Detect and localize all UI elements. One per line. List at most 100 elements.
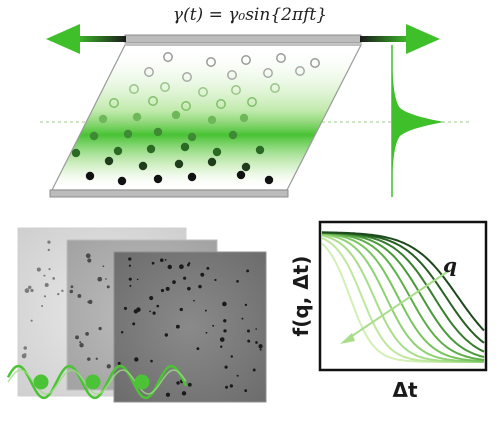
particle bbox=[276, 53, 286, 63]
speckle bbox=[258, 344, 263, 349]
speckle bbox=[87, 300, 90, 304]
speckle bbox=[229, 384, 234, 388]
speckle bbox=[186, 263, 190, 267]
speckle bbox=[36, 267, 41, 272]
speckle bbox=[77, 294, 82, 298]
speckle bbox=[259, 348, 262, 351]
speckle bbox=[236, 374, 239, 377]
speckle bbox=[87, 258, 92, 263]
speckle bbox=[219, 337, 225, 342]
speckle bbox=[48, 267, 51, 271]
speckle bbox=[187, 382, 192, 387]
speckle bbox=[244, 389, 248, 393]
particle bbox=[236, 170, 246, 180]
speckle bbox=[160, 258, 164, 262]
speckle bbox=[30, 319, 33, 322]
q-arrow-shaft bbox=[345, 269, 451, 341]
speckle bbox=[79, 343, 84, 348]
speckle bbox=[129, 284, 132, 287]
speckle bbox=[200, 272, 205, 277]
speckle bbox=[70, 285, 74, 289]
particle bbox=[207, 115, 217, 125]
speckle bbox=[220, 345, 223, 348]
particle bbox=[216, 99, 226, 109]
speckle bbox=[223, 329, 227, 333]
particle bbox=[104, 156, 114, 166]
particle bbox=[206, 57, 216, 67]
speckle bbox=[198, 284, 202, 289]
speckle bbox=[43, 295, 47, 298]
speckle bbox=[164, 259, 167, 261]
particle bbox=[264, 175, 274, 185]
gaussian-profile-icon bbox=[392, 45, 444, 197]
speckle bbox=[128, 257, 132, 261]
correlation-curve bbox=[321, 231, 485, 332]
speckle bbox=[179, 307, 183, 312]
speckle bbox=[246, 329, 250, 333]
particle bbox=[187, 172, 197, 182]
speckle bbox=[134, 357, 139, 362]
speckle bbox=[205, 331, 208, 334]
speckle bbox=[43, 274, 46, 277]
speckle bbox=[255, 341, 258, 344]
speckle bbox=[120, 330, 124, 334]
particle bbox=[89, 131, 99, 141]
particle bbox=[132, 112, 142, 122]
speckle bbox=[223, 319, 227, 323]
speckle bbox=[156, 304, 160, 308]
speckle bbox=[150, 359, 153, 363]
particle bbox=[109, 98, 119, 108]
speckle bbox=[225, 385, 229, 389]
particle bbox=[163, 52, 173, 62]
particle bbox=[239, 113, 249, 123]
speckle bbox=[79, 341, 82, 344]
speckle bbox=[151, 261, 155, 265]
oscillating-particle-1 bbox=[33, 374, 49, 390]
speckle bbox=[160, 288, 165, 293]
particle bbox=[174, 159, 184, 169]
q-arrow-head bbox=[340, 333, 355, 344]
speckle bbox=[230, 355, 234, 358]
particle bbox=[117, 176, 127, 186]
particle bbox=[181, 101, 191, 111]
speckle bbox=[136, 278, 139, 281]
speckle bbox=[244, 303, 248, 307]
speckle bbox=[172, 280, 176, 284]
speckle bbox=[23, 346, 27, 350]
speckle bbox=[87, 357, 91, 361]
oscillating-particle-3 bbox=[134, 374, 150, 390]
particle bbox=[295, 66, 305, 76]
sinusoidal-wave-icon bbox=[6, 364, 188, 400]
speckle bbox=[224, 365, 228, 369]
particle bbox=[231, 85, 241, 95]
speckle bbox=[57, 292, 60, 296]
particle bbox=[98, 114, 108, 124]
speckle bbox=[106, 364, 111, 369]
speckle bbox=[47, 240, 51, 244]
speckle bbox=[44, 283, 49, 288]
speckle bbox=[175, 324, 180, 329]
correlation-curves bbox=[321, 231, 485, 363]
speckle bbox=[196, 347, 200, 351]
speckle bbox=[179, 264, 184, 270]
speckle bbox=[97, 276, 103, 282]
speckle bbox=[246, 269, 250, 273]
speckle bbox=[212, 324, 215, 327]
speckle bbox=[106, 285, 110, 289]
speckle bbox=[128, 277, 132, 281]
particle bbox=[255, 145, 265, 155]
particle bbox=[241, 55, 251, 65]
speckle bbox=[61, 289, 64, 292]
speckle bbox=[241, 317, 244, 320]
shear-equation: γ(t) = γ₀sin{2πft} bbox=[173, 5, 327, 25]
speckle bbox=[222, 301, 227, 307]
speckle bbox=[165, 286, 170, 291]
particle bbox=[270, 83, 280, 93]
speckle bbox=[69, 289, 74, 294]
speckle bbox=[193, 299, 195, 302]
speckle bbox=[30, 288, 34, 293]
speckle bbox=[149, 310, 151, 313]
speckle bbox=[47, 248, 50, 252]
particle bbox=[263, 68, 273, 78]
